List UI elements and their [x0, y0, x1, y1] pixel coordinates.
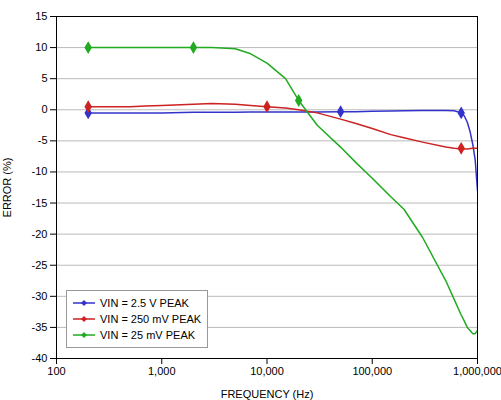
svg-text:ERROR (%): ERROR (%) — [1, 158, 13, 218]
svg-text:100: 100 — [47, 365, 65, 377]
html-text:VIN = 25 mV PEAK: VIN = 25 mV PEAK — [100, 329, 196, 341]
html-text:VIN = 2.5 V PEAK: VIN = 2.5 V PEAK — [100, 297, 189, 309]
svg-text:-10: -10 — [32, 165, 48, 177]
svg-text:10,000: 10,000 — [250, 365, 284, 377]
svg-text:-30: -30 — [32, 290, 48, 302]
html-text:VIN = 250 mV PEAK: VIN = 250 mV PEAK — [100, 313, 202, 325]
svg-text:15: 15 — [35, 10, 47, 22]
svg-text:-25: -25 — [32, 259, 48, 271]
svg-text:FREQUENCY (Hz): FREQUENCY (Hz) — [221, 388, 314, 400]
svg-text:-15: -15 — [32, 197, 48, 209]
svg-text:5: 5 — [41, 72, 47, 84]
svg-text:-5: -5 — [38, 134, 48, 146]
svg-text:-40: -40 — [32, 352, 48, 364]
svg-text:100,000: 100,000 — [352, 365, 392, 377]
svg-text:-20: -20 — [32, 228, 48, 240]
svg-text:10: 10 — [35, 41, 47, 53]
svg-text:-35: -35 — [32, 321, 48, 333]
svg-text:0: 0 — [41, 103, 47, 115]
svg-text:1,000,000: 1,000,000 — [453, 365, 501, 377]
svg-text:1,000: 1,000 — [148, 365, 176, 377]
